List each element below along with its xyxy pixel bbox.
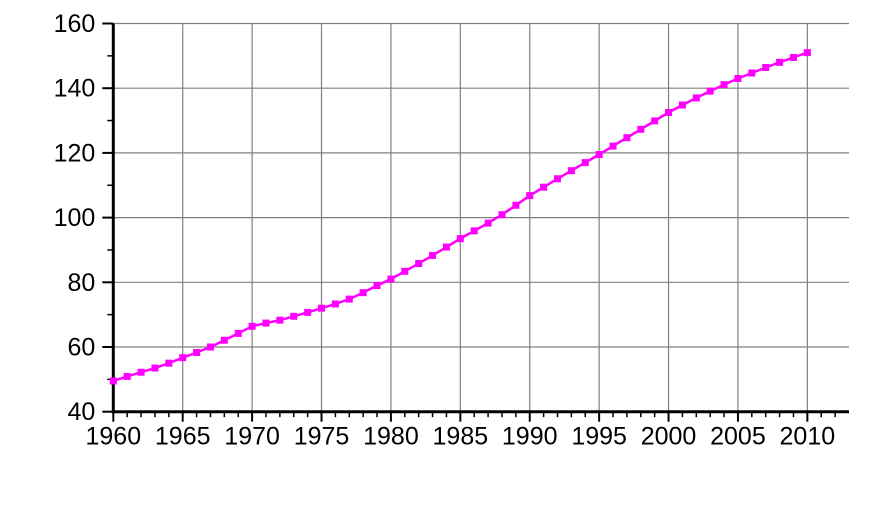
tick-label: 40	[67, 398, 95, 426]
data-point-marker	[304, 308, 312, 316]
data-point-marker	[762, 63, 770, 71]
y-tick-labels: 40 60 80 100 120 140 160	[54, 10, 96, 426]
data-point-marker	[109, 377, 117, 385]
data-point-marker	[595, 151, 603, 159]
data-point-marker	[429, 251, 437, 259]
axes	[111, 23, 849, 414]
tick-label: 140	[54, 75, 96, 103]
data-point-marker	[248, 322, 256, 330]
data-point-marker	[137, 368, 145, 376]
data-point-marker	[553, 175, 561, 183]
tick-label: 1965	[155, 423, 211, 451]
data-point-marker	[401, 267, 409, 275]
data-point-marker	[318, 304, 326, 312]
tick-label: 1975	[294, 423, 350, 451]
data-point-marker	[540, 183, 548, 191]
data-point-marker	[220, 336, 228, 344]
tick-label: 1995	[571, 423, 627, 451]
data-point-marker	[387, 275, 395, 283]
tick-label: 100	[54, 204, 96, 232]
x-tick-labels: 1960 1965 1970 1975 1980 1985 1990 1995 2000 2005…	[85, 423, 835, 451]
data-point-marker	[206, 343, 214, 351]
data-point-marker	[623, 134, 631, 142]
tick-label: 60	[67, 334, 95, 362]
data-point-marker	[609, 142, 617, 150]
data-point-marker	[151, 364, 159, 372]
data-point-marker	[692, 94, 700, 102]
tick-label: 1990	[502, 423, 558, 451]
tick-label: 80	[67, 269, 95, 297]
data-point-marker	[165, 359, 173, 367]
data-point-marker	[442, 243, 450, 251]
tick-label: 2000	[641, 423, 697, 451]
y-gridlines	[113, 22, 849, 348]
data-point-marker	[484, 219, 492, 227]
data-point-marker	[706, 87, 714, 95]
data-point-marker	[581, 159, 589, 167]
data-point-marker	[678, 101, 686, 109]
tick-label: 1960	[85, 423, 141, 451]
data-point-marker	[637, 125, 645, 133]
data-point-marker	[193, 348, 201, 356]
data-point-marker	[512, 201, 520, 209]
data-point-marker	[470, 227, 478, 235]
data-point-marker	[498, 211, 506, 219]
data-point-marker	[567, 167, 575, 175]
data-point-marker	[734, 74, 742, 82]
data-point-marker	[415, 260, 423, 268]
tick-label: 2010	[780, 423, 836, 451]
data-point-marker	[262, 319, 270, 327]
data-point-marker	[290, 312, 298, 320]
data-point-marker	[359, 289, 367, 297]
data-point-marker	[179, 354, 187, 362]
data-point-marker	[665, 108, 673, 116]
data-points	[109, 49, 811, 385]
data-point-marker	[276, 316, 284, 324]
data-point-marker	[526, 192, 534, 200]
data-point-marker	[776, 58, 784, 66]
x-gridlines	[182, 23, 808, 412]
tick-label: 1985	[433, 423, 489, 451]
data-point-marker	[456, 235, 464, 243]
data-point-marker	[748, 69, 756, 77]
data-point-marker	[345, 295, 353, 303]
data-point-marker	[803, 49, 811, 57]
y-ticks	[102, 22, 114, 413]
tick-label: 160	[54, 10, 96, 38]
tick-label: 120	[54, 139, 96, 167]
data-point-marker	[373, 282, 381, 290]
tick-label: 1970	[224, 423, 280, 451]
data-point-marker	[651, 117, 659, 125]
data-point-marker	[331, 300, 339, 308]
data-point-marker	[123, 372, 131, 380]
tick-label: 1980	[363, 423, 419, 451]
data-point-marker	[789, 53, 797, 61]
data-point-marker	[234, 329, 242, 337]
tick-label: 2005	[710, 423, 766, 451]
data-point-marker	[720, 81, 728, 89]
